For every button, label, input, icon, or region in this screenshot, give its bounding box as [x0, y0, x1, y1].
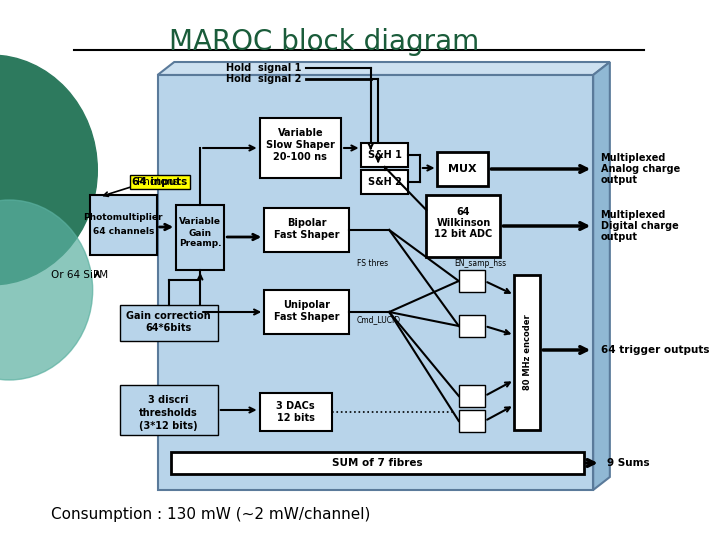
- Bar: [459, 410, 485, 432]
- Bar: [514, 275, 540, 430]
- Text: Analog charge: Analog charge: [600, 164, 680, 174]
- Bar: [158, 75, 593, 490]
- Text: Wilkinson: Wilkinson: [436, 218, 490, 228]
- Bar: [130, 175, 190, 189]
- Bar: [259, 118, 341, 178]
- Text: SUM of 7 fibres: SUM of 7 fibres: [332, 458, 423, 468]
- Text: 3 DACs: 3 DACs: [276, 401, 315, 411]
- Text: (3*12 bits): (3*12 bits): [140, 421, 198, 431]
- Bar: [120, 305, 217, 341]
- Bar: [259, 393, 332, 431]
- Bar: [264, 290, 349, 334]
- Text: Variable: Variable: [179, 218, 221, 226]
- Bar: [361, 143, 408, 167]
- Text: output: output: [600, 175, 638, 185]
- Text: 64 inputs: 64 inputs: [132, 177, 187, 187]
- Bar: [459, 315, 485, 337]
- Text: Gain: Gain: [189, 228, 212, 238]
- Text: MAROC block diagram: MAROC block diagram: [169, 28, 480, 56]
- Text: Fast Shaper: Fast Shaper: [274, 230, 340, 240]
- Text: Digital charge: Digital charge: [600, 221, 678, 231]
- Text: Photons: Photons: [138, 177, 179, 187]
- Bar: [120, 385, 217, 435]
- Circle shape: [0, 55, 97, 285]
- Text: S&H 1: S&H 1: [368, 150, 402, 160]
- Text: S&H 2: S&H 2: [368, 177, 402, 187]
- Text: Photomultiplier: Photomultiplier: [84, 213, 163, 222]
- Text: 12 bit ADC: 12 bit ADC: [434, 229, 492, 239]
- Circle shape: [0, 200, 93, 380]
- Text: Multiplexed: Multiplexed: [600, 153, 666, 163]
- Text: Consumption : 130 mW (∼2 mW/channel): Consumption : 130 mW (∼2 mW/channel): [51, 508, 370, 523]
- Text: 9 Sums: 9 Sums: [607, 458, 649, 468]
- Bar: [426, 195, 500, 257]
- Text: Gain correction: Gain correction: [127, 311, 211, 321]
- Text: 80 MHz encoder: 80 MHz encoder: [523, 314, 532, 390]
- Bar: [90, 195, 157, 255]
- Text: Or 64 SiPM: Or 64 SiPM: [51, 270, 108, 280]
- Polygon shape: [158, 62, 610, 75]
- Text: output: output: [600, 232, 638, 242]
- Text: 64*6bits: 64*6bits: [145, 323, 192, 333]
- Text: 64 trigger outputs: 64 trigger outputs: [600, 345, 709, 355]
- Polygon shape: [593, 62, 610, 490]
- Bar: [264, 208, 349, 252]
- Text: 3 discri: 3 discri: [148, 395, 189, 405]
- Text: 12 bits: 12 bits: [276, 413, 315, 423]
- Text: MUX: MUX: [448, 164, 477, 174]
- Bar: [176, 205, 225, 270]
- Text: Unipolar: Unipolar: [283, 300, 330, 310]
- Text: Cmd_LUCID: Cmd_LUCID: [357, 315, 401, 325]
- Text: Preamp.: Preamp.: [179, 240, 222, 248]
- Text: EN_samp_hss: EN_samp_hss: [454, 259, 506, 267]
- Bar: [171, 452, 584, 474]
- Bar: [459, 385, 485, 407]
- Text: Slow Shaper: Slow Shaper: [266, 140, 335, 150]
- Text: FS thres: FS thres: [357, 259, 388, 267]
- Text: Hold  signal 1: Hold signal 1: [226, 63, 302, 73]
- Text: Hold  signal 2: Hold signal 2: [226, 74, 302, 84]
- Text: 64: 64: [456, 207, 470, 217]
- Text: thresholds: thresholds: [139, 408, 198, 418]
- Text: Fast Shaper: Fast Shaper: [274, 312, 340, 322]
- Bar: [459, 270, 485, 292]
- Text: 20-100 ns: 20-100 ns: [274, 152, 327, 162]
- Text: Variable: Variable: [277, 128, 323, 138]
- Bar: [361, 170, 408, 194]
- Bar: [438, 152, 488, 186]
- Text: Multiplexed: Multiplexed: [600, 210, 666, 220]
- Text: Bipolar: Bipolar: [287, 218, 327, 228]
- Text: 64 channels: 64 channels: [93, 227, 154, 237]
